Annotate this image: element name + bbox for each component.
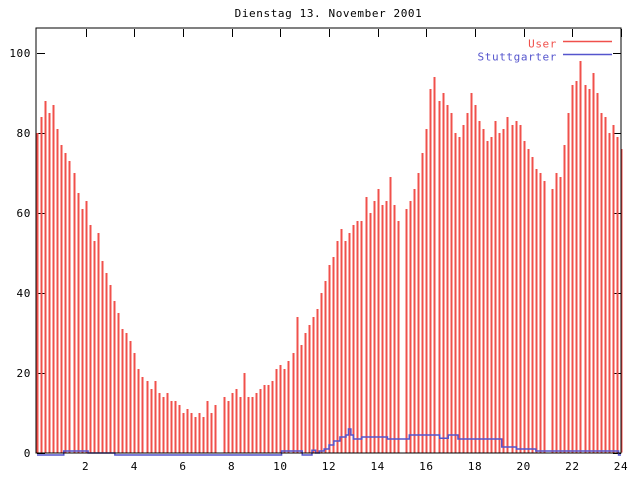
plot-border — [35, 27, 622, 454]
y-tick-label: 20 — [17, 367, 31, 380]
y-tick-label: 0 — [24, 447, 31, 460]
x-tick-label: 24 — [614, 460, 628, 473]
x-tick-label: 18 — [468, 460, 482, 473]
legend-label-stuttgarter: Stuttgarter — [478, 51, 557, 64]
chart-title: Dienstag 13. November 2001 — [234, 7, 423, 20]
x-tick-label: 20 — [516, 460, 530, 473]
user-series — [36, 61, 623, 453]
x-tick-label: 12 — [322, 460, 336, 473]
x-tick-label: 14 — [370, 460, 384, 473]
x-tick-label: 2 — [82, 460, 89, 473]
x-tick-label: 4 — [131, 460, 138, 473]
legend-label-user: User — [528, 38, 557, 51]
y-tick-label: 100 — [9, 47, 31, 60]
stuttgarter-series — [37, 428, 621, 456]
x-tick-label: 8 — [228, 460, 235, 473]
y-tick-label: 80 — [17, 127, 31, 140]
y-tick-label: 60 — [17, 207, 31, 220]
x-tick-label: 16 — [419, 460, 433, 473]
x-tick-label: 6 — [179, 460, 186, 473]
y-tick-label: 40 — [17, 287, 31, 300]
x-tick-label: 10 — [273, 460, 287, 473]
x-tick-label: 22 — [565, 460, 579, 473]
